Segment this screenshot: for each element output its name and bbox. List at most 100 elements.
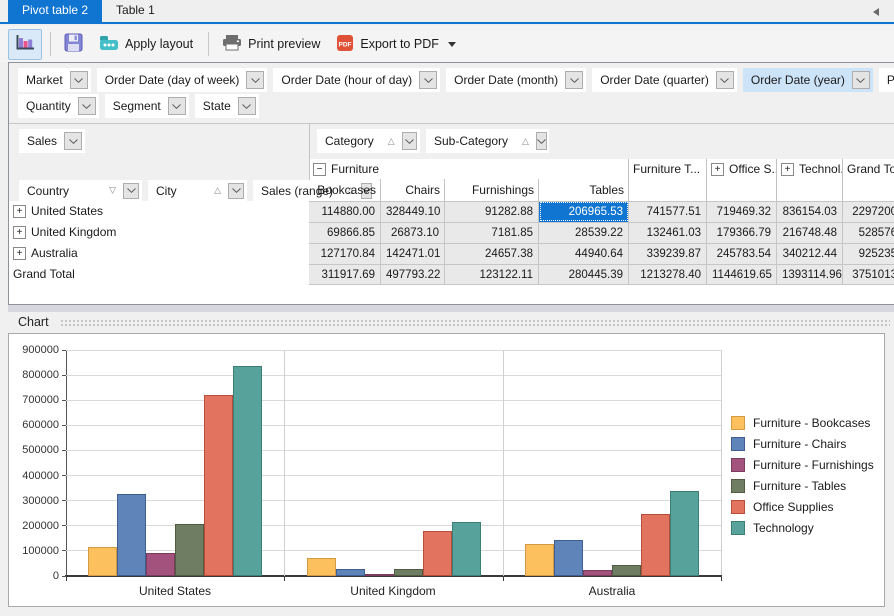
data-cell[interactable]: 28539.22 [539, 222, 629, 243]
row-label-united-kingdom[interactable]: +United Kingdom [9, 222, 309, 243]
data-cell[interactable]: 280445.39 [539, 264, 629, 285]
data-cell[interactable]: 328449.10 [381, 201, 445, 222]
field-dropdown-button[interactable] [228, 183, 244, 199]
collapse-icon[interactable]: − [313, 163, 326, 176]
data-cell[interactable]: 127170.84 [309, 243, 381, 264]
row-label-australia[interactable]: +Australia [9, 243, 309, 264]
data-cell[interactable]: 44940.64 [539, 243, 629, 264]
bar-furniture-bookcases-australia[interactable] [525, 544, 554, 576]
data-cell[interactable]: 340212.44 [777, 243, 843, 264]
bar-technology-australia[interactable] [670, 491, 699, 576]
sub-column-header-tables[interactable]: Tables [539, 179, 629, 201]
data-cell[interactable]: 114880.00 [309, 201, 381, 222]
data-cell[interactable]: 497793.22 [381, 264, 445, 285]
bar-furniture-chairs-united-states[interactable] [117, 494, 146, 576]
bar-furniture-bookcases-united-states[interactable] [88, 547, 117, 576]
show-chart-button[interactable] [8, 29, 42, 60]
row-label-united-states[interactable]: +United States [9, 201, 309, 222]
bar-furniture-furnishings-united-kingdom[interactable] [365, 574, 394, 576]
bar-furniture-tables-united-states[interactable] [175, 524, 204, 576]
data-cell[interactable]: 91282.88 [445, 201, 539, 222]
column-group-furniture[interactable]: −Furniture [309, 159, 629, 179]
data-cell[interactable]: 245783.54 [707, 243, 777, 264]
bar-furniture-chairs-australia[interactable] [554, 540, 583, 576]
data-cell[interactable]: 123122.11 [445, 264, 539, 285]
bar-furniture-bookcases-united-kingdom[interactable] [307, 558, 336, 576]
field-dropdown-button[interactable] [64, 132, 82, 150]
field-chip-segment[interactable]: Segment [105, 94, 189, 118]
field-dropdown-button[interactable] [246, 71, 264, 89]
export-to-pdf-button[interactable]: PDF Export to PDF [329, 29, 463, 60]
data-cell[interactable]: 528576 [843, 222, 894, 243]
bar-office-supplies-united-kingdom[interactable] [423, 531, 452, 576]
data-cell[interactable]: 179366.79 [707, 222, 777, 243]
tab-scroll-left-icon[interactable] [873, 8, 879, 16]
data-cell[interactable]: 26873.10 [381, 222, 445, 243]
bar-office-supplies-australia[interactable] [641, 514, 670, 576]
data-cell[interactable]: 132461.03 [629, 222, 707, 243]
splitter-grip-texture[interactable] [60, 319, 890, 328]
bar-office-supplies-united-states[interactable] [204, 395, 233, 576]
expand-icon[interactable]: + [13, 205, 26, 218]
field-dropdown-button[interactable] [536, 132, 547, 150]
field-dropdown-button[interactable] [70, 71, 88, 89]
bar-furniture-chairs-united-kingdom[interactable] [336, 569, 365, 576]
field-chip-city[interactable]: City△ [148, 180, 247, 201]
data-cell[interactable]: 1393114.96 [777, 264, 843, 285]
field-dropdown-button[interactable] [419, 71, 437, 89]
field-dropdown-button[interactable] [238, 97, 256, 115]
expand-icon[interactable]: + [711, 163, 724, 176]
data-cell[interactable]: 311917.69 [309, 264, 381, 285]
data-cell[interactable]: 142471.01 [381, 243, 445, 264]
field-chip-order-date-month[interactable]: Order Date (month) [446, 68, 586, 92]
field-chip-sub-category[interactable]: Sub-Category△ [426, 129, 549, 153]
sub-column-header-bookcases[interactable]: Bookcases [309, 179, 381, 201]
expand-icon[interactable]: + [13, 226, 26, 239]
data-cell[interactable]: 925235 [843, 243, 894, 264]
bar-furniture-tables-australia[interactable] [612, 565, 641, 576]
expand-icon[interactable]: + [781, 163, 794, 176]
data-cell[interactable]: 3751013 [843, 264, 894, 285]
column-group-technol[interactable]: +Technol... [777, 159, 843, 179]
field-dropdown-button[interactable] [565, 71, 583, 89]
tab-pivot-table-2[interactable]: Pivot table 2 [8, 0, 102, 22]
sub-column-header-furnishings[interactable]: Furnishings [445, 179, 539, 201]
field-chip-order-date-day-of-week[interactable]: Order Date (day of week) [97, 68, 268, 92]
apply-layout-button[interactable]: Apply layout [92, 30, 200, 59]
chevron-down-icon[interactable] [448, 42, 456, 47]
field-dropdown-button[interactable] [123, 183, 139, 199]
bar-furniture-furnishings-united-states[interactable] [146, 553, 175, 576]
data-cell[interactable]: 1213278.40 [629, 264, 707, 285]
save-button[interactable] [57, 28, 90, 60]
data-cell[interactable]: 741577.51 [629, 201, 707, 222]
bar-furniture-furnishings-australia[interactable] [583, 570, 612, 576]
field-chip-order-date-year[interactable]: Order Date (year) [743, 68, 873, 92]
field-chip-quantity[interactable]: Quantity [18, 94, 99, 118]
column-group-office-s[interactable]: +Office S... [707, 159, 777, 179]
bar-technology-united-kingdom[interactable] [452, 522, 481, 576]
field-chip-profit[interactable]: Profit [879, 68, 894, 92]
field-chip-category[interactable]: Category△ [317, 129, 420, 153]
field-chip-state[interactable]: State [195, 94, 259, 118]
sub-column-header-chairs[interactable]: Chairs [381, 179, 445, 201]
data-cell[interactable]: 69866.85 [309, 222, 381, 243]
field-chip-order-date-quarter[interactable]: Order Date (quarter) [592, 68, 737, 92]
print-preview-button[interactable]: Print preview [215, 29, 327, 59]
field-chip-sales[interactable]: Sales [19, 129, 85, 153]
field-dropdown-button[interactable] [852, 71, 870, 89]
field-chip-country[interactable]: Country▽ [19, 180, 142, 201]
bar-technology-united-states[interactable] [233, 366, 262, 576]
data-cell[interactable]: 206965.53 [539, 201, 629, 222]
data-cell[interactable]: 339239.87 [629, 243, 707, 264]
field-dropdown-button[interactable] [168, 97, 186, 115]
data-cell[interactable]: 836154.03 [777, 201, 843, 222]
field-dropdown-button[interactable] [402, 132, 417, 150]
data-cell[interactable]: 1144619.65 [707, 264, 777, 285]
data-cell[interactable]: 216748.48 [777, 222, 843, 243]
bar-furniture-tables-united-kingdom[interactable] [394, 569, 423, 576]
field-dropdown-button[interactable] [78, 97, 96, 115]
expand-icon[interactable]: + [13, 247, 26, 260]
field-chip-order-date-hour-of-day[interactable]: Order Date (hour of day) [273, 68, 440, 92]
row-label-grand-total[interactable]: Grand Total [9, 264, 309, 285]
panel-splitter[interactable] [8, 305, 894, 312]
